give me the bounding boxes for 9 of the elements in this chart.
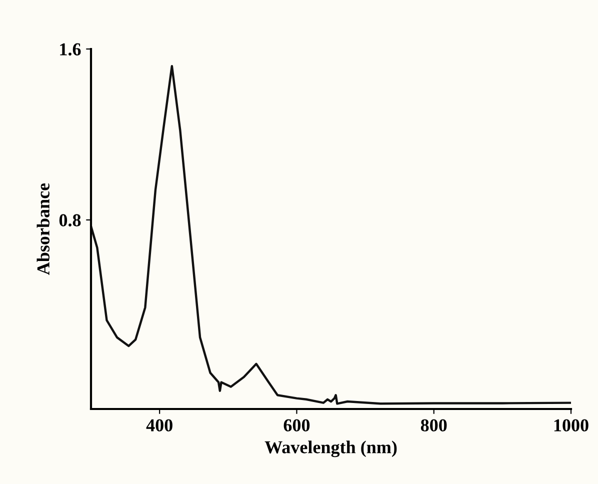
x-tick-label: 1000 — [554, 419, 588, 432]
y-tick-label: 1.6 — [60, 43, 81, 56]
x-tick-label: 600 — [284, 419, 310, 432]
y-axis-title: Absorbance — [36, 183, 50, 275]
x-tick-label: 800 — [420, 419, 447, 432]
x-axis-title: Wavelength (nm) — [264, 440, 397, 458]
x-tick-label: 400 — [146, 419, 172, 432]
y-tick-label: 0.8 — [59, 214, 81, 226]
line-series — [91, 64, 571, 405]
